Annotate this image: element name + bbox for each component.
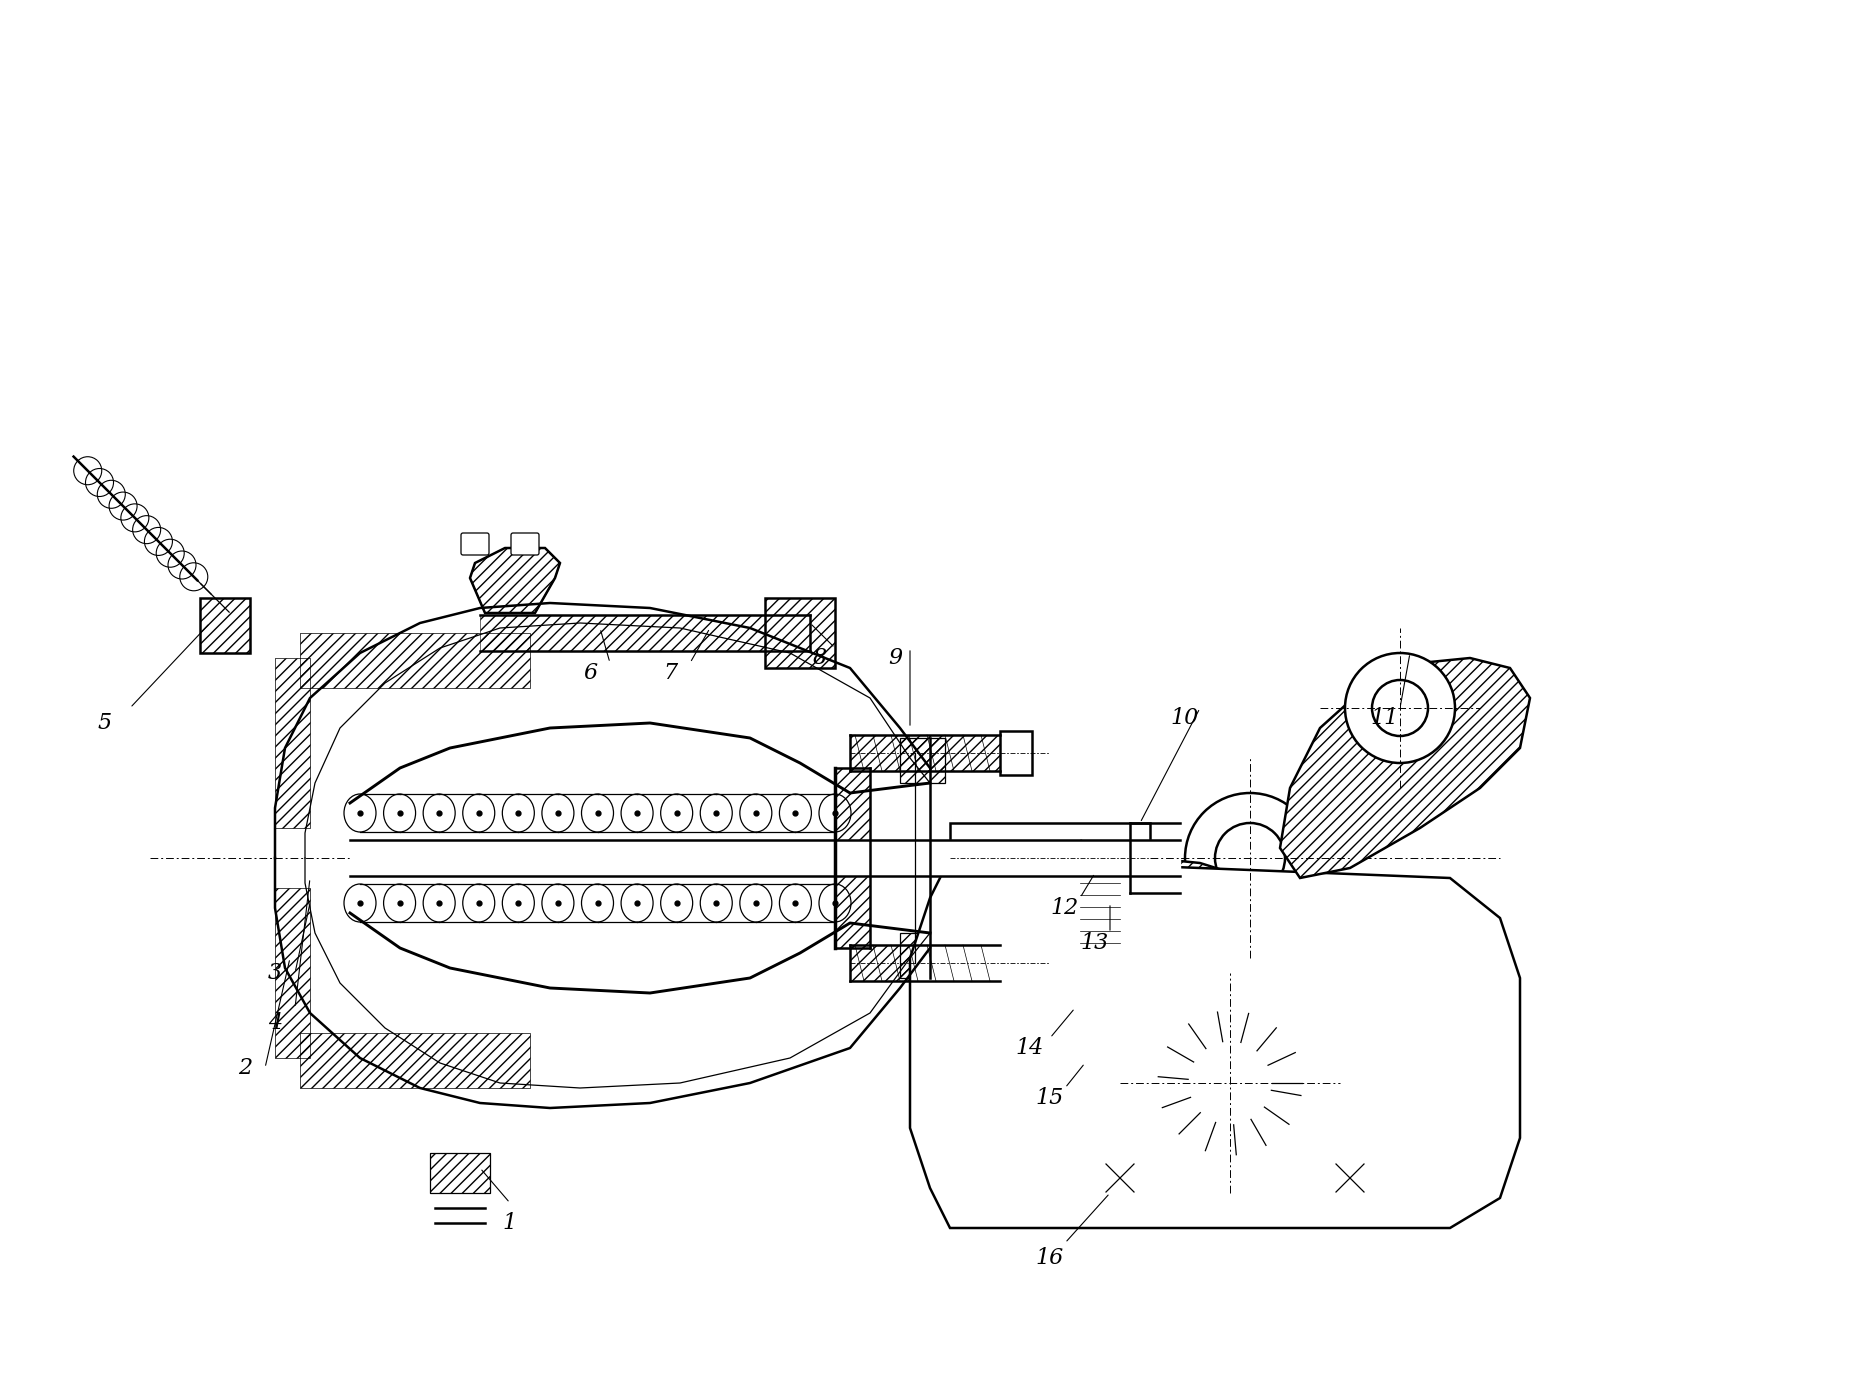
Bar — [835, 768, 870, 948]
FancyBboxPatch shape — [511, 533, 539, 555]
Polygon shape — [960, 858, 1340, 1148]
Text: 3: 3 — [268, 962, 283, 984]
Bar — [1075, 863, 1125, 954]
Text: 14: 14 — [1016, 1038, 1045, 1060]
Bar — [900, 933, 945, 978]
Text: 13: 13 — [1080, 932, 1108, 954]
Bar — [275, 887, 311, 1058]
Polygon shape — [910, 858, 1520, 1228]
Text: 10: 10 — [1170, 707, 1200, 729]
Bar — [949, 823, 1149, 893]
Bar — [300, 633, 530, 688]
Text: 15: 15 — [1035, 1087, 1063, 1109]
Text: 8: 8 — [812, 648, 827, 668]
Polygon shape — [470, 548, 560, 613]
Bar — [900, 739, 945, 783]
Bar — [1000, 941, 1031, 985]
Polygon shape — [1280, 659, 1529, 878]
Bar — [200, 598, 251, 653]
Text: 1: 1 — [504, 1213, 517, 1235]
Text: 6: 6 — [582, 661, 597, 683]
Text: 7: 7 — [663, 661, 678, 683]
Bar — [200, 598, 251, 653]
Bar — [431, 1153, 490, 1193]
Text: 9: 9 — [887, 648, 902, 668]
Circle shape — [1344, 653, 1455, 763]
Bar — [1075, 863, 1125, 954]
Bar — [1000, 730, 1031, 774]
Text: 2: 2 — [238, 1057, 253, 1079]
Text: 11: 11 — [1370, 707, 1398, 729]
Text: 4: 4 — [268, 1011, 283, 1034]
Bar — [300, 1034, 530, 1089]
Bar — [850, 945, 1000, 981]
Text: 16: 16 — [1035, 1247, 1063, 1269]
Bar — [766, 598, 835, 668]
Bar — [479, 615, 811, 650]
Bar — [850, 734, 1000, 772]
Circle shape — [1140, 994, 1320, 1173]
Bar — [766, 598, 835, 668]
FancyBboxPatch shape — [461, 533, 489, 555]
Bar — [275, 659, 311, 828]
Bar — [431, 1153, 490, 1193]
Text: 5: 5 — [97, 712, 112, 734]
Circle shape — [1185, 792, 1314, 923]
Text: 12: 12 — [1050, 897, 1078, 919]
